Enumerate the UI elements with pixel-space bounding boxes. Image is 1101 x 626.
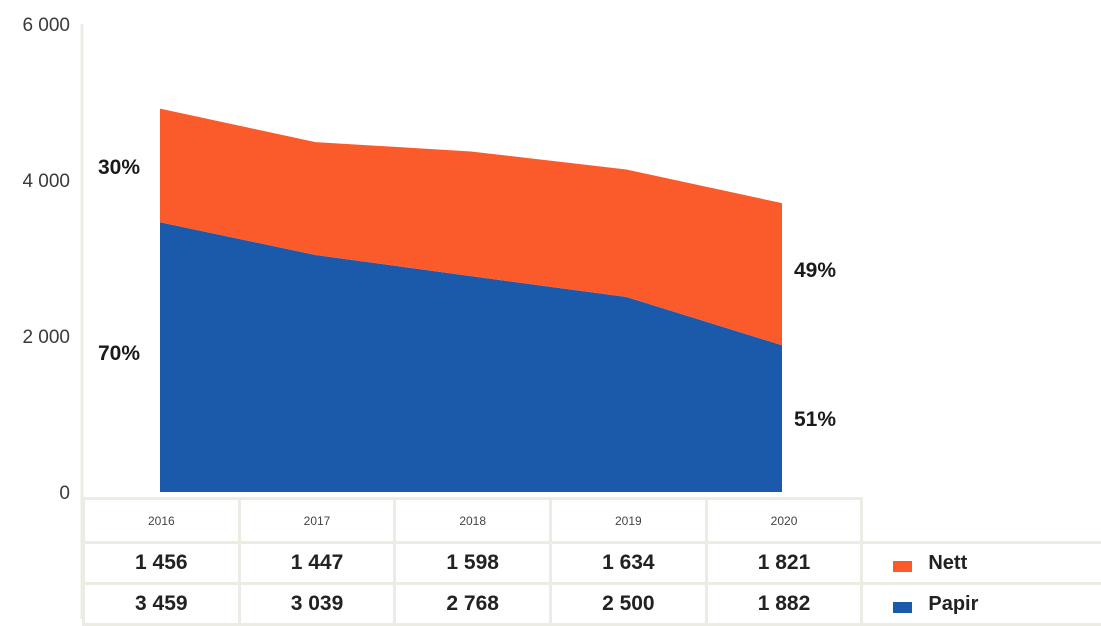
papir-swatch-icon (893, 602, 912, 613)
annotation-papir-2020: 51% (794, 408, 836, 431)
nett-value-cell: 1 821 (706, 543, 862, 584)
nett-value-cell: 1 634 (551, 543, 707, 584)
area-series (160, 109, 782, 492)
papir-value-cell: 1 882 (706, 584, 862, 625)
nett-swatch-icon (893, 561, 912, 572)
annotation-nett-2016: 30% (98, 156, 140, 179)
papir-value-cell: 3 039 (239, 584, 395, 625)
table-row-nett: 1 456 1 447 1 598 1 634 1 821 Nett (84, 543, 1101, 584)
year-cell: 2018 (395, 499, 551, 543)
year-cell: 2019 (551, 499, 707, 543)
y-tick-label: 2 000 (22, 327, 70, 348)
data-table: 2016 2017 2018 2019 2020 1 456 1 447 1 5… (82, 497, 1101, 626)
nett-value-cell: 1 456 (84, 543, 240, 584)
legend-label-papir: Papir (928, 593, 978, 616)
y-tick-labels: 0 2 000 4 000 6 000 (22, 15, 70, 504)
papir-value-cell: 3 459 (84, 584, 240, 625)
year-cell: 2016 (84, 499, 240, 543)
table-row-papir: 3 459 3 039 2 768 2 500 1 882 Papir (84, 584, 1101, 625)
y-tick-label: 0 (59, 483, 70, 504)
year-cell: 2020 (706, 499, 862, 543)
nett-value-cell: 1 598 (395, 543, 551, 584)
table-spacer (862, 499, 1101, 543)
annotation-papir-2016: 70% (98, 342, 140, 365)
year-cell: 2017 (239, 499, 395, 543)
table-row-years: 2016 2017 2018 2019 2020 (84, 499, 1101, 543)
y-tick-label: 6 000 (22, 15, 70, 36)
annotation-nett-2020: 49% (794, 259, 836, 282)
papir-value-cell: 2 768 (395, 584, 551, 625)
nett-value-cell: 1 447 (239, 543, 395, 584)
papir-value-cell: 2 500 (551, 584, 707, 625)
legend-item-papir: Papir (862, 584, 1101, 625)
legend-label-nett: Nett (928, 552, 967, 575)
y-tick-label: 4 000 (22, 171, 70, 192)
legend-item-nett: Nett (862, 543, 1101, 584)
